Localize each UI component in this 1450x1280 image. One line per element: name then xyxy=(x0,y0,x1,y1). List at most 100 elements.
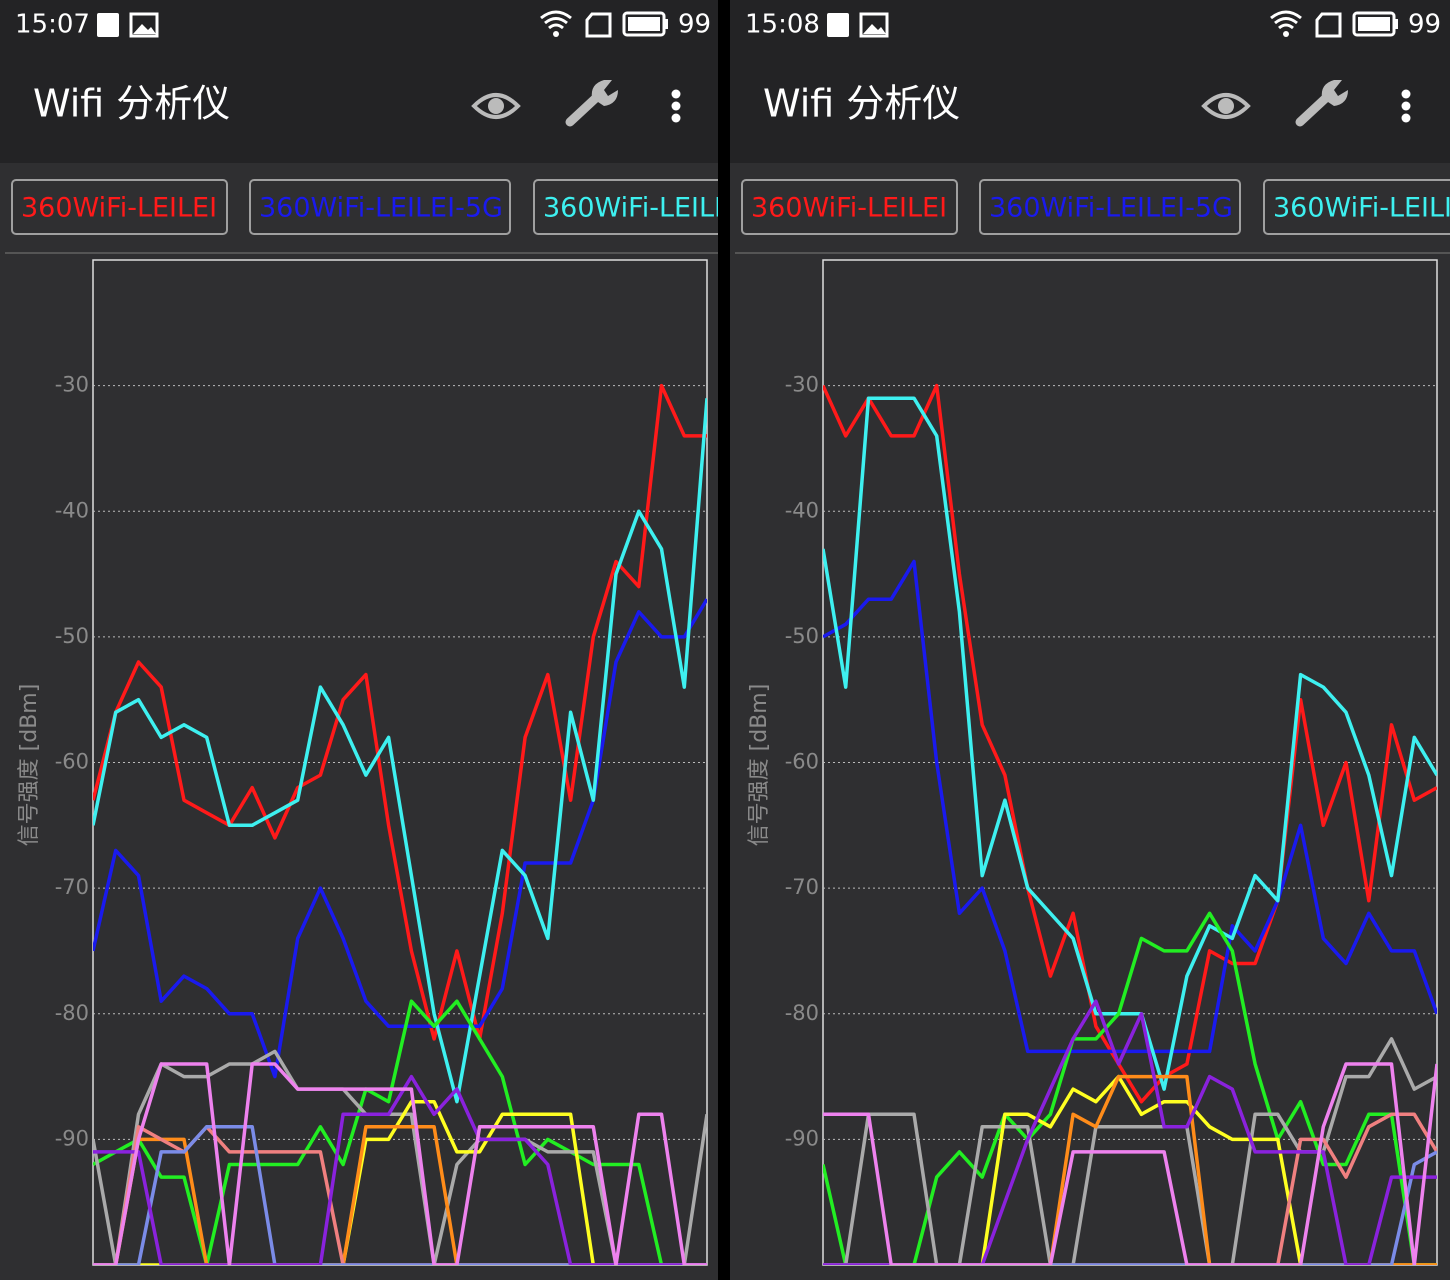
y-axis-label: 信号强度 [dBm] xyxy=(17,684,42,847)
legend-label: 360WiFi-LEILEI-5G xyxy=(259,193,503,224)
series-line xyxy=(823,999,1437,1265)
sd-icon xyxy=(97,13,119,37)
y-tick-label: -80 xyxy=(55,1001,89,1025)
legend-tab[interactable]: 360WiFi-LEILEI-5G xyxy=(979,179,1241,235)
legend-tab-box xyxy=(533,179,718,235)
image-icon-mountain xyxy=(863,24,886,34)
plot-lines xyxy=(823,383,1437,1265)
legend-tab[interactable]: 360WiFi-LEILEI xyxy=(741,179,958,235)
eye-button[interactable] xyxy=(471,93,521,119)
legend-label: 360WiFi-LEILEI xyxy=(21,193,217,224)
status-time: 15:08 xyxy=(745,10,820,40)
series-line xyxy=(823,1074,1437,1265)
y-axis-label: 信号强度 [dBm] xyxy=(747,684,772,847)
series-line xyxy=(823,1112,1437,1265)
legend-tab-box xyxy=(1263,179,1450,235)
status-bar xyxy=(730,0,1450,50)
battery-percent: 99 xyxy=(1408,10,1441,40)
legend-tab[interactable]: 360WiFi-LEILI xyxy=(1263,179,1450,235)
legend-tab[interactable]: 360WiFi-LEILI xyxy=(533,179,794,235)
series-line xyxy=(823,1062,1437,1265)
eye-icon xyxy=(1201,93,1251,119)
series-line xyxy=(823,396,1437,1091)
series-line xyxy=(93,1049,707,1265)
wifi-icon-dot xyxy=(1283,31,1289,37)
menu-dot xyxy=(671,101,681,111)
content-bg xyxy=(730,163,1450,1280)
y-tick-label: -70 xyxy=(55,875,89,899)
wifi-icon-dot xyxy=(553,31,559,37)
y-tick-label: -90 xyxy=(55,1126,89,1150)
settings-button[interactable] xyxy=(565,80,618,127)
series-line xyxy=(823,1074,1437,1265)
legend-label: 360WiFi-LEILEI xyxy=(751,193,947,224)
image-icon-mountain xyxy=(133,24,156,34)
sim-icon xyxy=(1315,12,1342,38)
legend-tab-box xyxy=(741,179,958,235)
legend-tab[interactable]: 360WiFi-LEILEI-5G xyxy=(249,179,511,235)
phone-screen: 15:07 99 Wifi 分析仪 360WiFi-LEILEI 360WiFi-LEI… xyxy=(0,0,794,1280)
settings-button[interactable] xyxy=(1295,80,1348,127)
battery-percent: 99 xyxy=(678,10,711,40)
series-line xyxy=(93,383,707,1041)
y-tick-label: -60 xyxy=(55,750,89,774)
plot-lines xyxy=(93,383,707,1265)
status-bar xyxy=(0,0,718,50)
eye-button[interactable] xyxy=(1201,93,1251,119)
wrench-icon xyxy=(1295,91,1333,127)
menu-button[interactable] xyxy=(1401,89,1411,123)
legend-tab-box xyxy=(249,179,511,235)
battery-tip xyxy=(665,19,668,29)
series-line xyxy=(93,1099,707,1265)
series-line xyxy=(823,383,1437,1104)
series-line xyxy=(823,911,1437,1265)
menu-dot xyxy=(671,89,681,99)
sim-icon xyxy=(585,12,612,38)
screen-divider xyxy=(718,0,730,1280)
menu-dot xyxy=(1401,113,1411,123)
legend-tab-box xyxy=(979,179,1241,235)
image-icon xyxy=(859,12,889,38)
y-tick-label: -70 xyxy=(785,875,819,899)
series-line xyxy=(93,1125,707,1265)
series-line xyxy=(93,1125,707,1265)
y-tick-label: -50 xyxy=(785,624,819,648)
battery-icon xyxy=(622,11,666,37)
app-title: Wifi 分析仪 xyxy=(33,82,230,126)
y-tick-label: -40 xyxy=(55,498,89,522)
menu-button[interactable] xyxy=(671,89,681,123)
menu-dot xyxy=(1401,101,1411,111)
legend-label: 360WiFi-LEILI xyxy=(1273,193,1450,224)
eye-pupil xyxy=(488,98,504,114)
battery-level xyxy=(628,17,660,31)
phone-screen: 15:08 99 Wifi 分析仪 360WiFi-LEILEI 360WiFi-LEI… xyxy=(730,0,1450,1280)
battery-icon xyxy=(1352,11,1396,37)
legend-label: 360WiFi-LEILEI-5G xyxy=(989,193,1233,224)
eye-icon xyxy=(471,93,521,119)
series-line xyxy=(93,1074,707,1265)
y-tick-label: -90 xyxy=(785,1126,819,1150)
legend-tab-box xyxy=(11,179,228,235)
legend-tab[interactable]: 360WiFi-LEILEI xyxy=(11,179,228,235)
image-icon xyxy=(129,12,159,38)
app-title: Wifi 分析仪 xyxy=(763,82,960,126)
menu-dot xyxy=(671,113,681,123)
y-tick-label: -60 xyxy=(785,750,819,774)
series-line xyxy=(93,1062,707,1265)
status-time: 15:07 xyxy=(15,10,90,40)
series-line xyxy=(93,398,707,1104)
y-tick-label: -40 xyxy=(785,498,819,522)
wifi-icon xyxy=(1270,10,1302,30)
battery-tip xyxy=(1395,19,1398,29)
menu-dot xyxy=(1401,89,1411,99)
wrench-head xyxy=(1321,80,1348,106)
wifi-icon xyxy=(540,10,572,30)
y-tick-label: -30 xyxy=(785,373,819,397)
y-tick-label: -30 xyxy=(55,373,89,397)
series-line xyxy=(823,559,1437,1054)
battery-level xyxy=(1358,17,1390,31)
y-tick-label: -50 xyxy=(55,624,89,648)
legend-label: 360WiFi-LEILI xyxy=(543,193,722,224)
